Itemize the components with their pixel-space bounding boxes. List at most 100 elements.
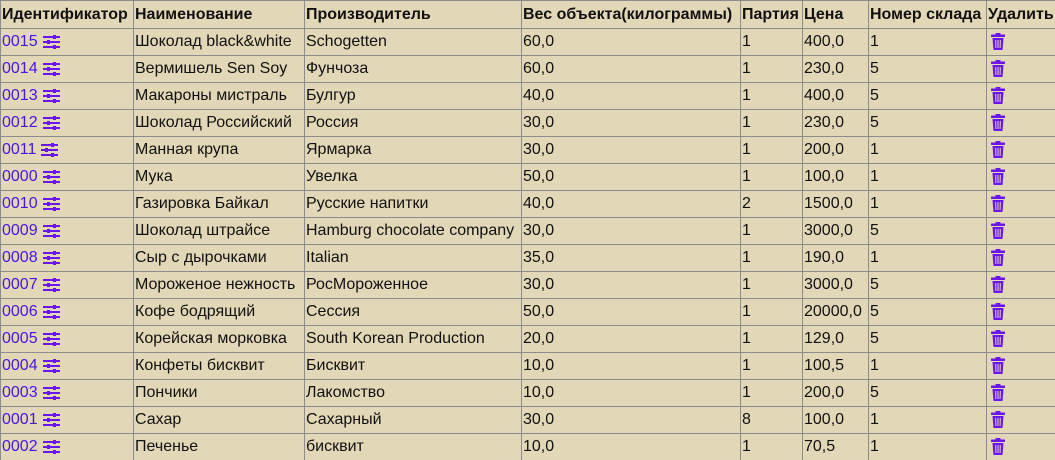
weight-cell: 30,0 — [521, 109, 741, 137]
price-cell: 200,0 — [802, 136, 869, 164]
sliders-icon — [42, 170, 60, 184]
id-text: 0014 — [2, 60, 38, 77]
sliders-icon — [42, 116, 60, 130]
edit-link[interactable]: 0009 — [2, 222, 60, 240]
edit-link[interactable]: 0001 — [2, 411, 60, 429]
edit-link[interactable]: 0007 — [2, 276, 60, 294]
id-text: 0002 — [2, 438, 38, 455]
edit-link[interactable]: 0014 — [2, 60, 60, 78]
maker-cell: Hamburg chocolate company — [304, 217, 522, 245]
sliders-icon — [42, 35, 60, 49]
name-cell: Шоколад black&white — [133, 28, 305, 56]
warehouse-cell: 1 — [868, 433, 987, 460]
trash-icon[interactable] — [991, 438, 1005, 456]
trash-icon[interactable] — [991, 60, 1005, 78]
price-cell: 230,0 — [802, 55, 869, 83]
trash-icon[interactable] — [991, 195, 1005, 213]
trash-icon[interactable] — [991, 303, 1005, 321]
weight-cell: 10,0 — [521, 379, 741, 407]
warehouse-cell: 5 — [868, 109, 987, 137]
id-cell: 0013 — [0, 82, 134, 110]
batch-cell: 1 — [740, 298, 803, 326]
trash-icon[interactable] — [991, 411, 1005, 429]
id-text: 0009 — [2, 222, 38, 239]
table-row: 0011 Манная крупа Ярмарка 30,0 1 — [0, 136, 1055, 164]
id-text: 0006 — [2, 303, 38, 320]
id-cell: 0006 — [0, 298, 134, 326]
price-cell: 200,0 — [802, 379, 869, 407]
delete-cell — [986, 163, 1055, 191]
trash-icon[interactable] — [991, 276, 1005, 294]
sliders-icon — [42, 197, 60, 211]
edit-link[interactable]: 0015 — [2, 33, 60, 51]
batch-cell: 1 — [740, 82, 803, 110]
maker-cell: South Korean Production — [304, 325, 522, 353]
warehouse-cell: 5 — [868, 82, 987, 110]
id-cell: 0005 — [0, 325, 134, 353]
table-row: 0004 Конфеты бисквит Бисквит 10,0 — [0, 352, 1055, 380]
edit-link[interactable]: 0003 — [2, 384, 60, 402]
edit-link[interactable]: 0011 — [2, 141, 59, 159]
sliders-icon — [41, 143, 59, 157]
weight-cell: 40,0 — [521, 190, 741, 218]
batch-cell: 1 — [740, 352, 803, 380]
maker-cell: Увелка — [304, 163, 522, 191]
trash-icon[interactable] — [991, 87, 1005, 105]
trash-icon[interactable] — [991, 141, 1005, 159]
id-cell: 0014 — [0, 55, 134, 83]
edit-link[interactable]: 0012 — [2, 114, 60, 132]
trash-icon[interactable] — [991, 357, 1005, 375]
warehouse-cell: 5 — [868, 271, 987, 299]
edit-link[interactable]: 0005 — [2, 330, 60, 348]
batch-cell: 1 — [740, 325, 803, 353]
edit-link[interactable]: 0000 — [2, 168, 60, 186]
weight-cell: 30,0 — [521, 271, 741, 299]
id-text: 0003 — [2, 384, 38, 401]
table-row: 0013 Макароны мистраль Булгур 40,0 — [0, 82, 1055, 110]
table-row: 0000 Мука Увелка 50,0 1 100, — [0, 163, 1055, 191]
edit-link[interactable]: 0006 — [2, 303, 60, 321]
edit-link[interactable]: 0002 — [2, 438, 60, 456]
edit-link[interactable]: 0008 — [2, 249, 60, 267]
delete-cell — [986, 406, 1055, 434]
maker-cell: бисквит — [304, 433, 522, 460]
trash-icon[interactable] — [991, 114, 1005, 132]
id-cell: 0010 — [0, 190, 134, 218]
delete-cell — [986, 298, 1055, 326]
warehouse-cell: 1 — [868, 190, 987, 218]
edit-link[interactable]: 0004 — [2, 357, 60, 375]
warehouse-cell: 1 — [868, 406, 987, 434]
id-text: 0013 — [2, 87, 38, 104]
weight-cell: 50,0 — [521, 298, 741, 326]
delete-cell — [986, 217, 1055, 245]
id-text: 0004 — [2, 357, 38, 374]
batch-cell: 1 — [740, 136, 803, 164]
trash-icon[interactable] — [991, 330, 1005, 348]
maker-cell: Лакомство — [304, 379, 522, 407]
edit-link[interactable]: 0010 — [2, 195, 60, 213]
delete-cell — [986, 136, 1055, 164]
id-cell: 0015 — [0, 28, 134, 56]
trash-icon[interactable] — [991, 168, 1005, 186]
warehouse-cell: 1 — [868, 28, 987, 56]
edit-link[interactable]: 0013 — [2, 87, 60, 105]
sliders-icon — [42, 305, 60, 319]
trash-icon[interactable] — [991, 222, 1005, 240]
price-cell: 400,0 — [802, 28, 869, 56]
id-cell: 0002 — [0, 433, 134, 460]
trash-icon[interactable] — [991, 384, 1005, 402]
batch-cell: 1 — [740, 433, 803, 460]
trash-icon[interactable] — [991, 33, 1005, 51]
maker-cell: Schogetten — [304, 28, 522, 56]
id-cell: 0003 — [0, 379, 134, 407]
maker-cell: Italian — [304, 244, 522, 272]
id-text: 0010 — [2, 195, 38, 212]
table-row: 0005 Корейская морковка South Korean Pro — [0, 325, 1055, 353]
delete-cell — [986, 109, 1055, 137]
trash-icon[interactable] — [991, 249, 1005, 267]
weight-cell: 20,0 — [521, 325, 741, 353]
batch-cell: 1 — [740, 163, 803, 191]
price-cell: 100,5 — [802, 352, 869, 380]
name-cell: Сыр с дырочками — [133, 244, 305, 272]
id-text: 0000 — [2, 168, 38, 185]
